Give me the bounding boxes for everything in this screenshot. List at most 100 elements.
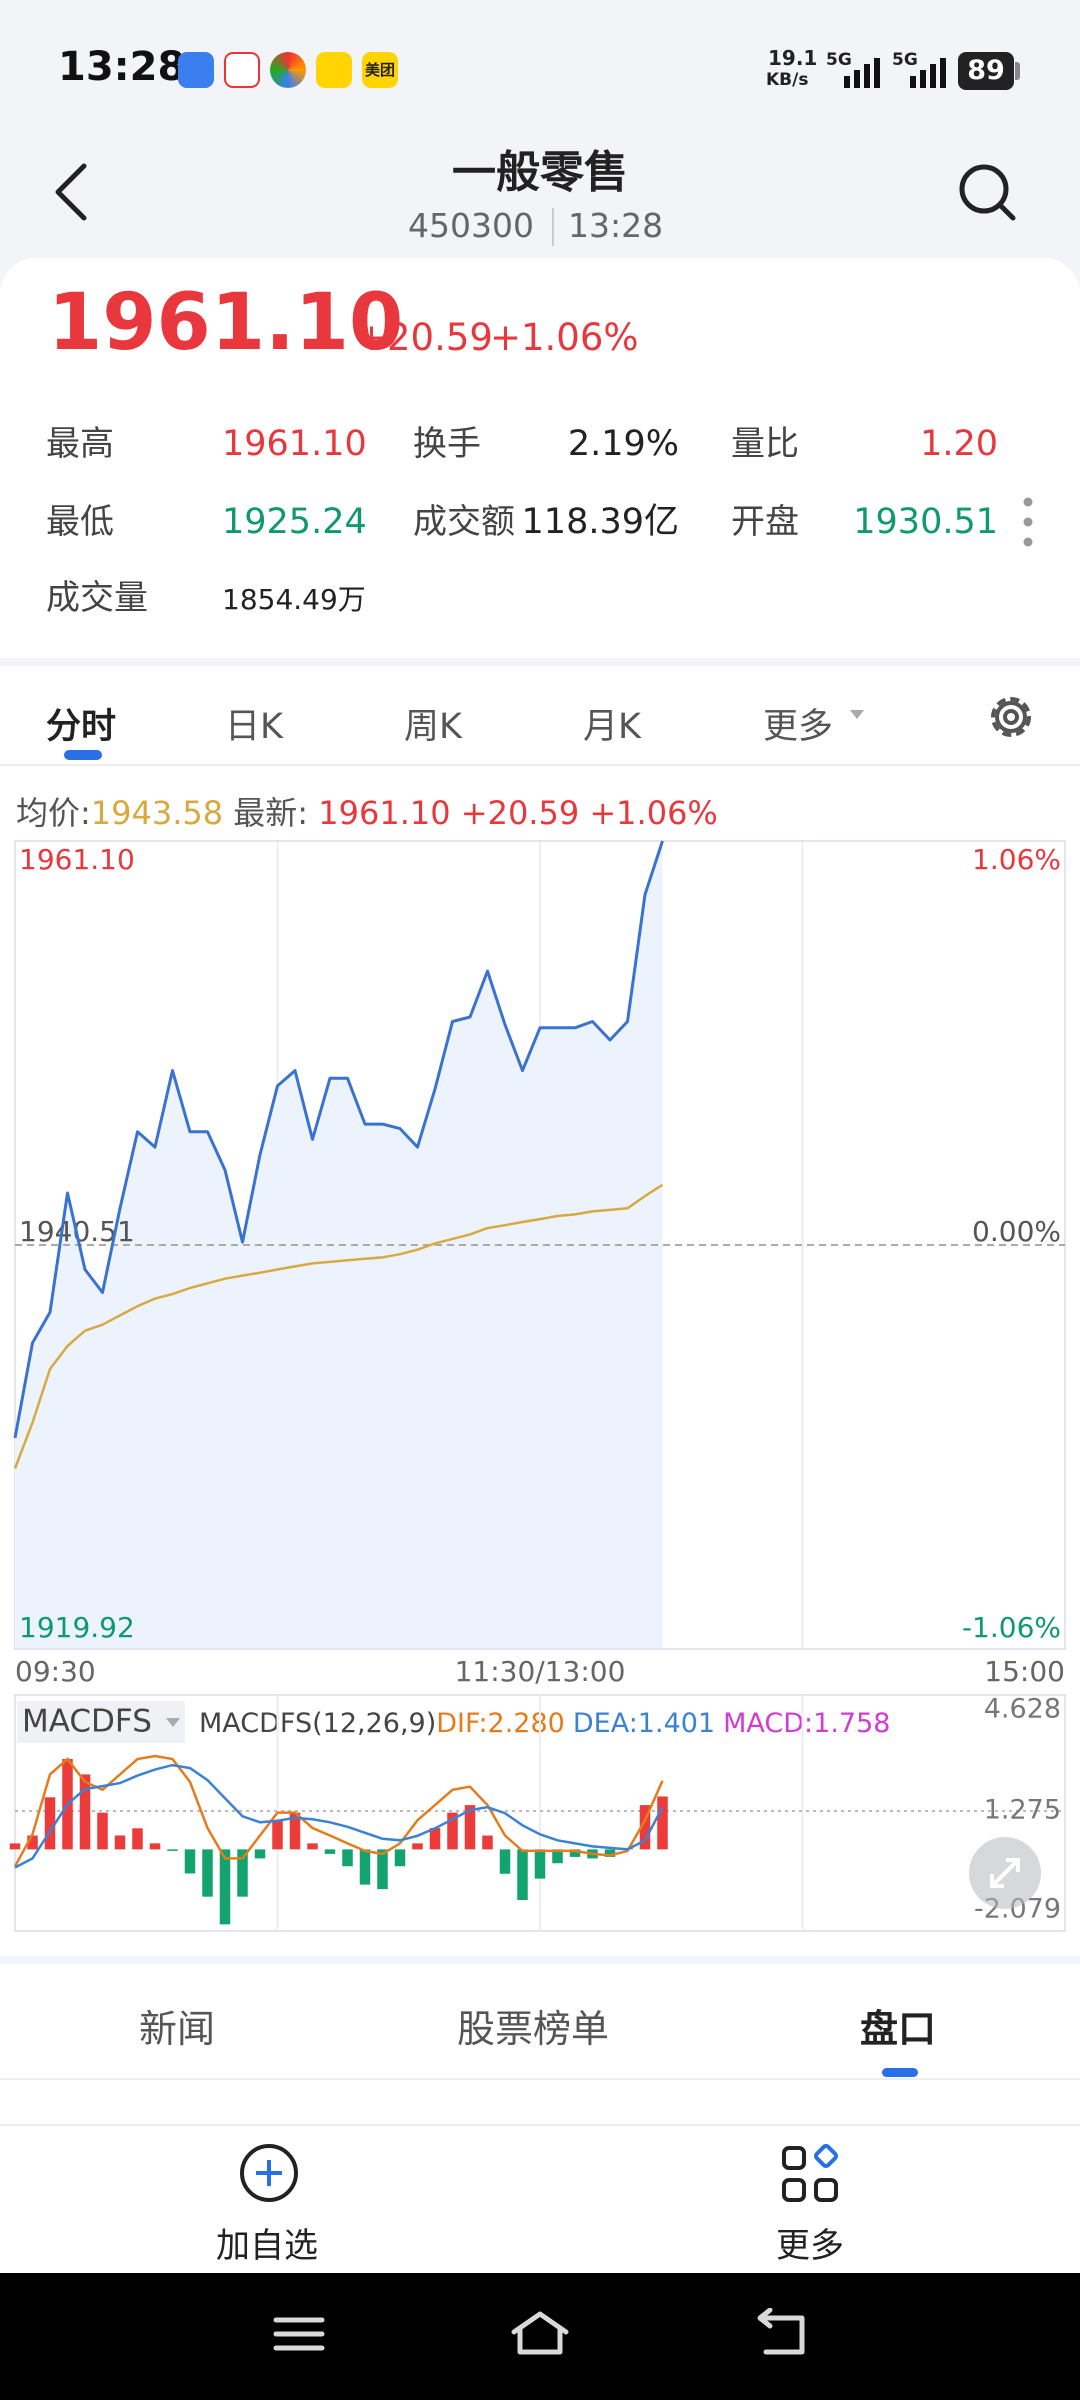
macd-legend: MACDFS(12,26,9)DIF:2.280 DEA:1.401 MACD:1.… — [199, 1708, 890, 1739]
macd-line — [14, 1763, 664, 1869]
macd-bar — [429, 1828, 441, 1850]
quote-change: +20.59 — [356, 316, 493, 359]
back-button[interactable] — [40, 160, 100, 224]
y-tick-label: 1.275 — [984, 1794, 1061, 1825]
stat-label: 量比 — [731, 424, 799, 464]
bottom-tab[interactable]: 股票榜单 — [457, 2007, 610, 2051]
macd-bar — [657, 1796, 668, 1850]
macd-bar — [27, 1835, 38, 1850]
macd-bar — [377, 1849, 388, 1890]
tab[interactable]: 分时 — [46, 707, 117, 747]
macd-bar — [289, 1812, 301, 1850]
y-tick-label: 4.628 — [984, 1694, 1061, 1725]
macd-bar — [114, 1835, 126, 1850]
legend-entry: DEA:1.401 — [573, 1708, 715, 1739]
settings-button[interactable] — [984, 690, 1038, 744]
macd-bar — [517, 1849, 528, 1900]
macd-bar — [359, 1849, 371, 1885]
macd-bar — [272, 1820, 283, 1850]
battery: 89 — [958, 52, 1014, 90]
nav-bar — [0, 2273, 1080, 2400]
nav-menu[interactable] — [273, 2317, 325, 2351]
app-icon — [270, 52, 306, 88]
divider — [0, 764, 1080, 766]
legend-entry: DIF:2.280 — [436, 1708, 565, 1739]
more-icon[interactable] — [780, 2144, 840, 2204]
stat-label: 成交额 — [413, 502, 515, 542]
divider — [0, 2078, 1080, 2080]
macd-bar — [237, 1849, 248, 1897]
macd-bar — [342, 1849, 353, 1867]
bottom-tab-indicator — [882, 2068, 918, 2077]
macd-bar — [97, 1812, 108, 1850]
macd-bar — [132, 1828, 143, 1850]
macd-bar — [604, 1849, 616, 1857]
app-icon: 美团 — [362, 52, 398, 88]
header-sep — [552, 208, 554, 246]
signal-icons — [844, 58, 946, 88]
header-title: 一般零售 — [452, 147, 628, 198]
stat-label: 成交量 — [46, 578, 148, 618]
series-line — [13, 840, 664, 1439]
macd-bar — [552, 1849, 563, 1864]
tab[interactable]: 更多 — [763, 707, 834, 747]
tab[interactable]: 日K — [225, 707, 283, 747]
quote-change-pct: +1.06% — [490, 316, 639, 359]
macd-bar — [149, 1843, 161, 1850]
y-tick-label: 1961.10 — [19, 843, 135, 876]
bottom-tab[interactable]: 盘口 — [860, 2007, 937, 2051]
nav-home[interactable] — [511, 2311, 569, 2355]
y2-tick-label: -1.06% — [962, 1611, 1061, 1644]
macd-bar — [254, 1849, 266, 1859]
chart-legend: 均价:1943.58 最新: 1961.10 +20.59 +1.06% — [16, 788, 718, 834]
legend-value: 1961.10 +20.59 +1.06% — [318, 794, 718, 832]
search-button[interactable] — [955, 160, 1021, 226]
tab-indicator — [64, 750, 102, 760]
macd-bar — [639, 1805, 651, 1850]
stat-value: 2.19% — [567, 424, 679, 464]
macd-bar — [482, 1835, 493, 1850]
macd-bar — [219, 1849, 231, 1925]
macd-bar — [44, 1797, 56, 1850]
macd-title: MACDFS — [22, 1704, 152, 1740]
stat-value: 1.20 — [920, 424, 998, 464]
tab[interactable]: 周K — [404, 707, 462, 747]
tab[interactable]: 月K — [583, 707, 641, 747]
macd-bar — [464, 1805, 476, 1850]
add-icon[interactable] — [238, 2142, 300, 2204]
macd-bar — [324, 1849, 336, 1854]
stat-value: 1854.49万 — [222, 583, 366, 616]
stat-value: 1930.51 — [853, 502, 998, 542]
legend-label: 最新: — [233, 794, 309, 832]
bottom-card — [0, 1964, 1080, 2274]
y-tick-label: 1919.92 — [19, 1611, 135, 1644]
legend-value: 1943.58 — [90, 794, 224, 832]
macd-bar — [447, 1812, 458, 1850]
toolbar-label[interactable]: 更多 — [776, 2226, 844, 2266]
macd-bar — [394, 1849, 406, 1867]
stat-value: 118.39亿 — [521, 502, 679, 542]
network-label: 5G — [892, 50, 918, 70]
expand-button[interactable] — [968, 1836, 1042, 1910]
macd-bar — [307, 1843, 318, 1850]
more-menu[interactable] — [1016, 494, 1040, 550]
stat-label: 最低 — [46, 502, 114, 542]
status-time: 13:28 — [58, 44, 186, 90]
bottom-tab[interactable]: 新闻 — [139, 2007, 216, 2051]
price-area — [15, 841, 663, 1649]
stat-label: 最高 — [46, 424, 114, 464]
x-tick-label: 11:30/13:00 — [455, 1655, 626, 1688]
dropdown-arrow — [850, 710, 864, 719]
macd-selector[interactable] — [17, 1701, 185, 1743]
chart: MACDFS MACDFS(12,26,9)DIF:2.280 DEA:1.401… — [9, 840, 1066, 1932]
app-icon — [178, 52, 214, 88]
macd-bar — [79, 1774, 91, 1850]
app-icon — [224, 52, 260, 88]
quote-price: 1961.10 — [48, 278, 404, 368]
nav-back[interactable] — [757, 2308, 805, 2355]
toolbar-label[interactable]: 加自选 — [216, 2226, 318, 2266]
stat-label: 换手 — [413, 424, 481, 464]
header-code: 450300 — [408, 206, 534, 245]
macd-bar — [499, 1849, 511, 1874]
